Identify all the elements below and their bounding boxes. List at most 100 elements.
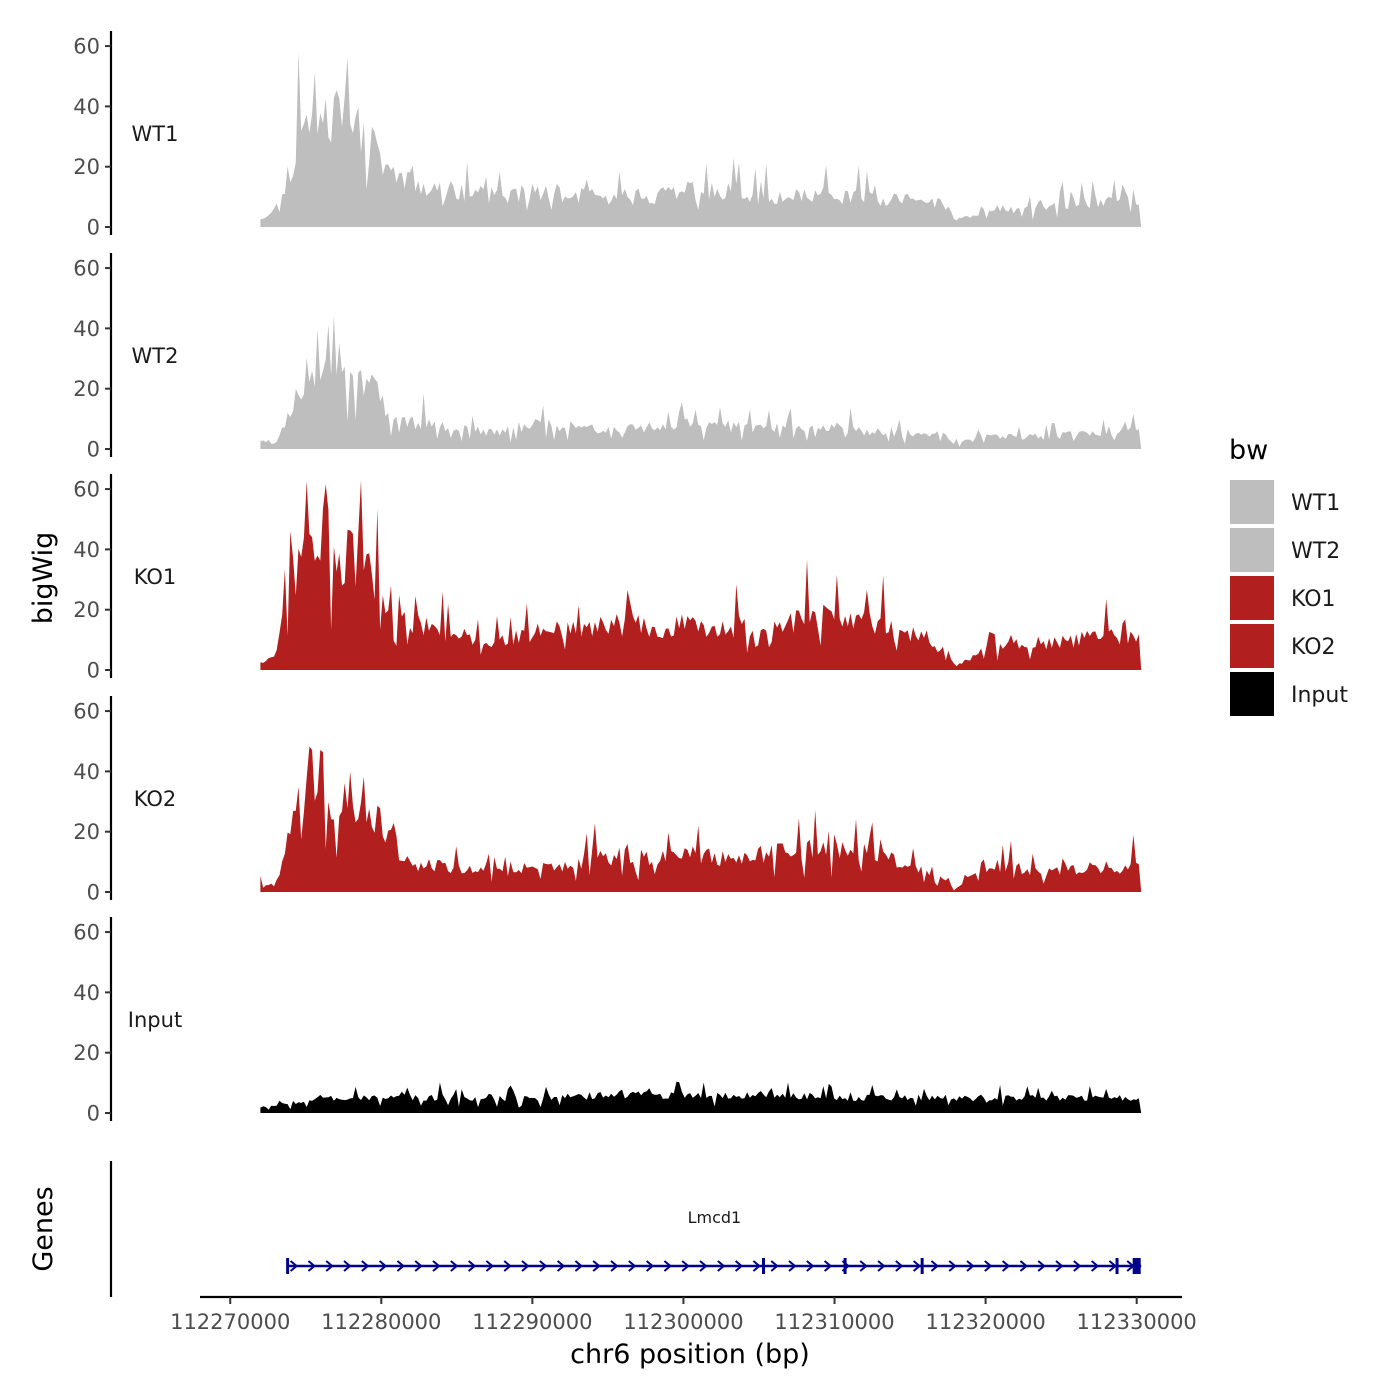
- strand-arrow: [948, 1260, 957, 1272]
- strand-arrow: [1073, 1260, 1082, 1272]
- x-tick-label: 112280000: [321, 1310, 441, 1334]
- legend-swatch: [1230, 672, 1274, 716]
- y-tick-label: 40: [73, 981, 100, 1005]
- track-wt2: 0 20 40 60 WT2: [73, 253, 1142, 462]
- strand-arrow: [859, 1260, 868, 1272]
- y-tick-label: 0: [87, 659, 100, 683]
- exon-mark: [286, 1258, 290, 1274]
- legend-label: Input: [1291, 683, 1348, 708]
- strand-arrow: [1108, 1260, 1117, 1272]
- coverage-area-wt2: [260, 316, 1142, 449]
- strand-arrow: [574, 1260, 583, 1272]
- strand-arrow: [1001, 1260, 1011, 1272]
- y-tick-label: 40: [73, 538, 100, 562]
- legend-swatch: [1230, 528, 1274, 572]
- gene-track-title: Genes: [28, 1186, 59, 1271]
- track-label-ko1: KO1: [134, 565, 177, 589]
- strand-arrow: [663, 1260, 672, 1272]
- y-tick-label: 0: [87, 1102, 100, 1126]
- strand-arrow: [717, 1260, 726, 1272]
- y-tick-label: 40: [73, 760, 100, 784]
- track-ko2: 0 20 40 60 KO2: [73, 696, 1142, 905]
- legend-label: KO2: [1291, 635, 1336, 660]
- strand-arrow: [503, 1260, 512, 1272]
- x-tick-label: 112330000: [1077, 1310, 1197, 1334]
- strand-arrow: [325, 1260, 334, 1272]
- legend: bw WT1 WT2 KO1 KO2 Input: [1229, 435, 1348, 716]
- strand-arrow: [539, 1260, 548, 1272]
- legend-label: WT2: [1291, 539, 1340, 564]
- strand-arrow: [966, 1260, 975, 1272]
- legend-entry-ko1: KO1: [1230, 576, 1336, 620]
- exon-mark: [920, 1258, 924, 1274]
- strand-arrow: [521, 1260, 530, 1272]
- legend-label: WT1: [1291, 491, 1340, 516]
- coverage-tracks: 0 20 40 60 WT1 0 20 40 60 WT2 0 20 40 60 KO1 0 20 40 60 KO2…: [73, 31, 1142, 1126]
- y-tick-label: 20: [73, 377, 100, 401]
- legend-entry-ko2: KO2: [1230, 624, 1336, 668]
- legend-entry-wt2: WT2: [1230, 528, 1340, 572]
- x-axis: chr6 position (bp) 112270000 112280000 112…: [170, 1295, 1197, 1370]
- strand-arrow: [930, 1260, 939, 1272]
- y-tick-label: 60: [73, 257, 100, 281]
- exon-mark: [1115, 1258, 1119, 1274]
- track-input: 0 20 40 60 Input: [73, 917, 1142, 1126]
- legend-label: KO1: [1291, 587, 1336, 612]
- track-wt1: 0 20 40 60 WT1: [73, 31, 1142, 240]
- coverage-area-ko2: [260, 746, 1142, 892]
- strand-arrow: [1090, 1260, 1100, 1272]
- y-axis-title: bigWig: [28, 532, 59, 625]
- y-tick-label: 0: [87, 438, 100, 462]
- strand-arrow: [289, 1260, 299, 1272]
- strand-arrow: [610, 1260, 619, 1272]
- y-tick-label: 20: [73, 598, 100, 622]
- legend-swatch: [1230, 624, 1274, 668]
- track-label-wt1: WT1: [132, 122, 179, 146]
- strand-arrow: [788, 1260, 797, 1272]
- coverage-area-input: [260, 1081, 1142, 1113]
- strand-arrow: [592, 1260, 601, 1272]
- x-tick-label: 112300000: [623, 1310, 743, 1334]
- y-tick-label: 0: [87, 216, 100, 240]
- y-tick-label: 60: [73, 921, 100, 945]
- x-tick-label: 112290000: [472, 1310, 592, 1334]
- y-axis-title-group: bigWig: [28, 532, 59, 625]
- legend-swatch: [1230, 480, 1274, 524]
- strand-arrow: [806, 1260, 815, 1272]
- exon-mark: [762, 1258, 766, 1274]
- x-tick-label: 112270000: [170, 1310, 290, 1334]
- y-tick-label: 20: [73, 155, 100, 179]
- x-tick-label: 112320000: [925, 1310, 1045, 1334]
- strand-arrow: [467, 1260, 477, 1272]
- strand-arrow: [877, 1260, 886, 1272]
- strand-arrow: [770, 1260, 779, 1272]
- track-label-wt2: WT2: [132, 344, 179, 368]
- y-tick-label: 40: [73, 317, 100, 341]
- strand-arrow: [1037, 1260, 1046, 1272]
- x-axis-title: chr6 position (bp): [570, 1339, 810, 1370]
- strand-arrow: [450, 1260, 459, 1272]
- strand-arrow: [361, 1260, 370, 1272]
- strand-arrow: [984, 1260, 993, 1272]
- strand-arrow: [1055, 1260, 1064, 1272]
- y-tick-label: 60: [73, 35, 100, 59]
- strand-arrow: [396, 1260, 405, 1272]
- strand-arrow: [414, 1260, 423, 1272]
- y-tick-label: 60: [73, 700, 100, 724]
- coverage-area-ko1: [260, 480, 1142, 670]
- track-ko1: 0 20 40 60 KO1: [73, 474, 1142, 683]
- coverage-area-wt1: [260, 52, 1142, 227]
- strand-arrow: [307, 1260, 316, 1272]
- strand-arrow: [752, 1260, 761, 1272]
- strand-arrow: [343, 1260, 352, 1272]
- strand-arrow: [895, 1260, 904, 1272]
- track-label-ko2: KO2: [134, 787, 177, 811]
- strand-arrow: [699, 1260, 708, 1272]
- y-tick-label: 60: [73, 478, 100, 502]
- strand-arrow: [378, 1260, 388, 1272]
- strand-arrow: [432, 1260, 441, 1272]
- y-tick-label: 20: [73, 820, 100, 844]
- exon-mark: [843, 1258, 847, 1274]
- gene-lmcd1: Lmcd1: [286, 1208, 1142, 1274]
- y-tick-label: 40: [73, 95, 100, 119]
